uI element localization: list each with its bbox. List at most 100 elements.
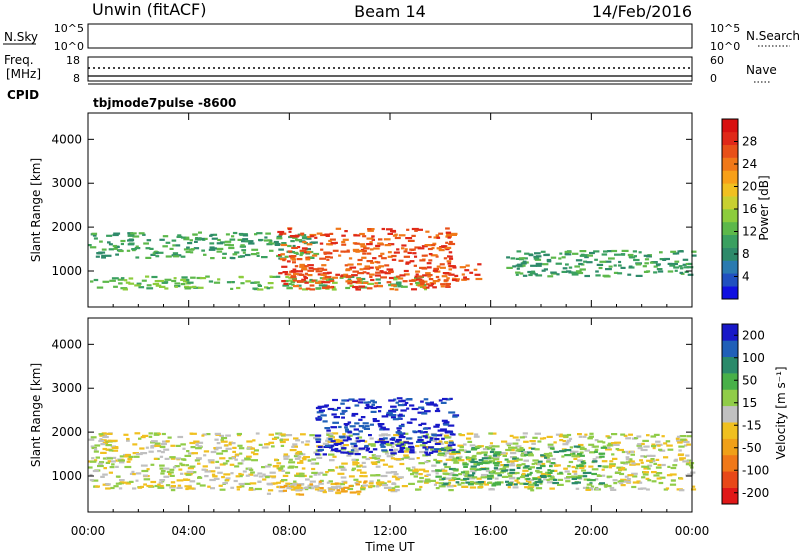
echo-cell (289, 449, 297, 452)
echo-cell (228, 244, 234, 247)
echo-cell (397, 414, 403, 417)
echo-cell (438, 452, 445, 455)
echo-cell (381, 449, 388, 452)
echo-cell (239, 485, 245, 488)
echo-cell (365, 403, 370, 406)
echo-cell (577, 474, 583, 478)
echo-cell (372, 419, 380, 423)
echo-cell (125, 482, 131, 485)
echo-cell (328, 278, 335, 281)
echo-cell (449, 455, 455, 458)
echo-cell (481, 457, 489, 460)
echo-cell (512, 456, 517, 459)
echo-cell (370, 461, 378, 464)
echo-cell (424, 480, 431, 483)
echo-cell (245, 474, 250, 477)
echo-cell (586, 261, 593, 264)
echo-cell (564, 454, 572, 457)
echo-cell (113, 485, 119, 488)
echo-cell (207, 459, 215, 462)
echo-cell (445, 282, 451, 286)
echo-cell (403, 250, 408, 253)
echo-cell (487, 481, 492, 484)
echo-cell (341, 234, 346, 237)
echo-cell (512, 265, 517, 268)
echo-cell (349, 284, 354, 287)
echo-cell (508, 446, 515, 449)
echo-cell (256, 252, 260, 255)
echo-cell (186, 485, 192, 488)
nsky-strip (87, 23, 693, 49)
echo-cell (588, 443, 595, 446)
echo-cell (235, 475, 240, 478)
echo-cell (185, 464, 189, 467)
echo-cell (583, 260, 588, 263)
echo-cell (369, 273, 375, 276)
echo-cell (367, 229, 374, 232)
echo-cell (652, 447, 656, 450)
echo-cell (169, 468, 175, 471)
echo-cell (663, 442, 668, 445)
echo-cell (208, 280, 214, 283)
echo-cell (88, 244, 92, 247)
echo-cell (445, 248, 450, 251)
echo-cell (527, 451, 533, 454)
echo-cell (573, 450, 579, 453)
echo-cell (364, 425, 370, 428)
x-axis-title: Time UT (364, 540, 415, 554)
echo-cell (379, 437, 385, 441)
echo-cell (368, 434, 372, 437)
echo-cell (340, 402, 345, 405)
echo-cell (371, 456, 377, 459)
echo-cell (684, 444, 688, 447)
echo-cell (467, 483, 474, 486)
echo-cell (384, 272, 391, 275)
echo-cell (341, 416, 345, 419)
echo-cell (102, 447, 108, 451)
echo-cell (118, 282, 123, 285)
echo-cell (154, 250, 158, 253)
echo-cell (531, 270, 536, 273)
echo-cell (547, 475, 552, 478)
echo-cell (132, 487, 137, 490)
echo-cell (493, 458, 500, 461)
echo-cell (294, 265, 299, 268)
colorbar-segment (722, 144, 738, 158)
echo-cell (337, 406, 341, 410)
echo-cell (653, 433, 660, 436)
echo-cell (528, 454, 534, 457)
echo-cell (401, 244, 407, 247)
echo-cell (225, 434, 231, 437)
echo-cell (647, 479, 652, 482)
echo-cell (623, 434, 628, 437)
echo-cell (435, 472, 439, 475)
echo-cell (329, 232, 334, 235)
echo-cell (534, 462, 539, 465)
echo-cell (131, 470, 135, 473)
echo-cell (101, 248, 107, 251)
echo-cell (146, 239, 152, 242)
echo-cell (180, 236, 187, 239)
echo-cell (499, 467, 505, 471)
echo-cell (371, 462, 378, 465)
echo-cell (305, 440, 311, 443)
echo-cell (357, 436, 363, 439)
echo-cell (331, 288, 337, 291)
echo-cell (317, 445, 323, 448)
echo-cell (355, 483, 360, 486)
echo-cell (291, 283, 295, 286)
echo-cell (348, 475, 355, 478)
echo-cell (640, 461, 644, 464)
echo-cell (658, 481, 664, 485)
echo-cell (463, 278, 470, 281)
echo-cell (307, 235, 311, 239)
echo-cell (687, 273, 694, 276)
echo-cell (587, 437, 593, 440)
echo-cell (508, 475, 513, 478)
echo-cell (415, 488, 422, 491)
echo-cell (624, 479, 631, 482)
echo-cell (512, 436, 519, 439)
echo-cell (469, 486, 477, 489)
echo-cell (288, 461, 296, 464)
echo-cell (392, 418, 399, 421)
